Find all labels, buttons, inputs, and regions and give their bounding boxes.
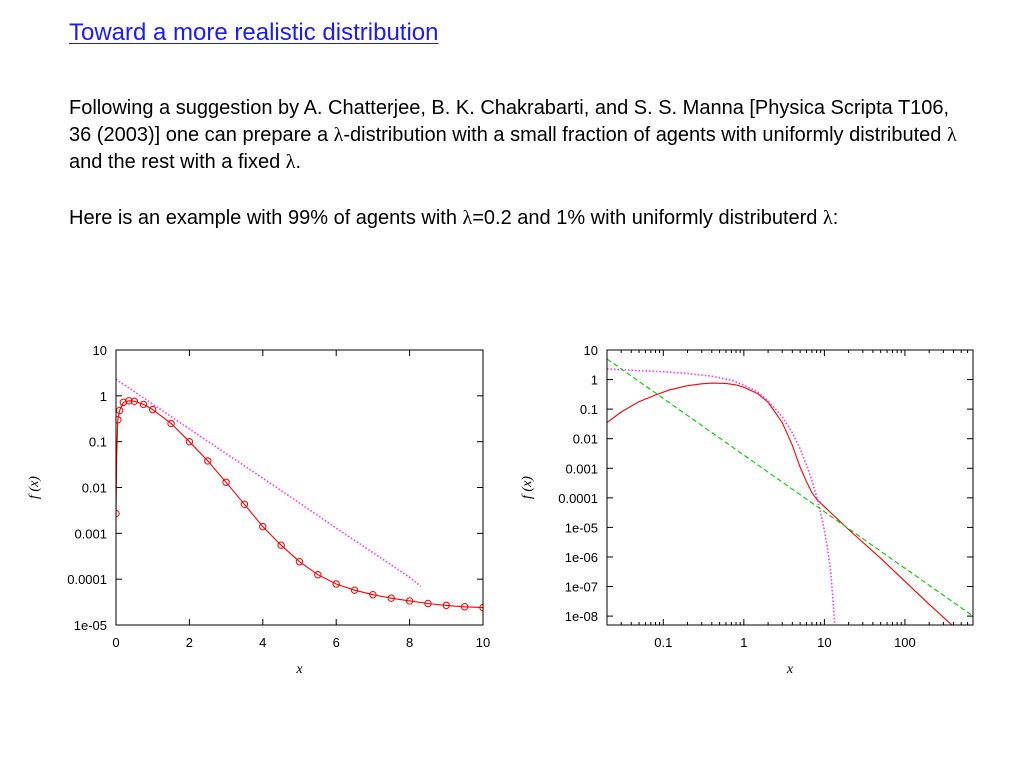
plot-frame xyxy=(606,349,974,626)
x-tick-label: 0.1 xyxy=(654,635,672,650)
data-marker xyxy=(116,416,122,424)
y-tick-label: 0.01 xyxy=(573,432,598,447)
data-marker xyxy=(387,594,395,602)
y-axis-label: f (x) xyxy=(27,476,42,499)
y-tick-label: 1e-08 xyxy=(565,609,598,624)
paragraph-text: =0.2 and 1% with uniformly distributerd xyxy=(472,207,823,229)
data-marker xyxy=(149,405,157,414)
data-marker xyxy=(259,522,267,531)
series-dotted xyxy=(607,368,836,625)
lambda-symbol: λ xyxy=(946,124,957,146)
y-tick-label: 1e-05 xyxy=(565,520,598,535)
x-tick-label: 8 xyxy=(406,635,413,650)
y-tick-label: 10 xyxy=(584,343,598,358)
y-tick-label: 1 xyxy=(591,373,598,388)
x-tick-label: 4 xyxy=(259,635,266,650)
data-marker xyxy=(240,500,249,508)
paragraph-text: . xyxy=(295,151,302,173)
y-tick-label: 0.01 xyxy=(82,481,107,496)
x-axis-label: x xyxy=(786,662,794,677)
y-tick-label: 0.001 xyxy=(565,461,598,476)
y-tick-label: 0.0001 xyxy=(67,572,107,587)
x-tick-label: 1 xyxy=(740,635,747,650)
data-marker xyxy=(119,398,128,407)
y-tick-label: 10 xyxy=(93,343,107,358)
y-tick-label: 1e-05 xyxy=(74,618,107,633)
slide-title: Toward a more realistic distribution xyxy=(69,19,439,46)
y-axis-label: f (x) xyxy=(520,476,535,499)
data-marker xyxy=(167,419,175,428)
x-axis-label: x xyxy=(295,662,303,677)
data-marker xyxy=(424,599,432,608)
paragraph-text: Here is an example with 99% of agents wi… xyxy=(69,207,463,229)
paragraph-text: -distribution with a small fraction of a… xyxy=(343,124,947,146)
lambda-symbol: λ xyxy=(285,151,296,173)
y-tick-label: 0.1 xyxy=(580,402,598,417)
lambda-symbol: λ xyxy=(822,207,833,229)
chart-log-log: 10 1 0.1 0.01 0.001 0.0001 1e-05 1e-06 1e-07 1e-0… xyxy=(520,343,974,677)
y-tick-label: 0.001 xyxy=(74,526,107,541)
paragraph-example: Here is an example with 99% of agents wi… xyxy=(69,205,969,232)
paragraph-text: Following a suggestion by A. Chatterjee,… xyxy=(69,97,950,146)
data-marker xyxy=(369,591,377,599)
x-tick-label: 6 xyxy=(333,635,340,650)
data-marker xyxy=(350,586,359,594)
data-marker xyxy=(295,558,304,566)
series-dashed xyxy=(607,358,973,617)
data-marker xyxy=(332,580,340,588)
paragraph-text: and the rest with a fixed xyxy=(69,151,286,173)
plot-area xyxy=(607,358,973,625)
paragraph-text: : xyxy=(832,207,839,229)
y-tick-label: 0.1 xyxy=(89,435,107,450)
data-marker xyxy=(277,541,285,549)
lambda-symbol: λ xyxy=(333,124,344,146)
data-marker xyxy=(405,597,414,605)
data-marker xyxy=(125,397,133,405)
x-tick-label: 0 xyxy=(112,635,119,650)
x-tick-label: 10 xyxy=(476,635,490,650)
x-tick-label: 10 xyxy=(817,635,831,650)
data-marker xyxy=(460,603,469,611)
y-tick-label: 1e-07 xyxy=(565,580,598,595)
plot-frame xyxy=(115,349,484,626)
chart-linear-log: 10 1 0.1 0.01 0.001 0.0001 1e-05 0 2 4 6 8 10 x f (x) xyxy=(27,343,490,677)
x-tick-label: 2 xyxy=(186,635,193,650)
series-line xyxy=(116,400,483,609)
data-marker xyxy=(442,601,450,610)
series-line xyxy=(607,382,953,625)
data-marker xyxy=(222,478,230,486)
data-marker xyxy=(139,400,148,409)
y-tick-label: 1e-06 xyxy=(565,550,598,565)
y-tick-label: 1 xyxy=(100,389,107,404)
series-dotted xyxy=(116,378,422,587)
paragraph-suggestion: Following a suggestion by A. Chatterjee,… xyxy=(69,95,969,176)
data-marker xyxy=(314,571,322,579)
x-tick-label: 100 xyxy=(894,635,916,650)
data-marker xyxy=(130,397,139,405)
data-marker xyxy=(185,437,194,446)
data-marker xyxy=(204,457,212,465)
lambda-symbol: λ xyxy=(462,207,473,229)
plot-area xyxy=(116,378,483,612)
y-tick-label: 0.0001 xyxy=(558,491,598,506)
